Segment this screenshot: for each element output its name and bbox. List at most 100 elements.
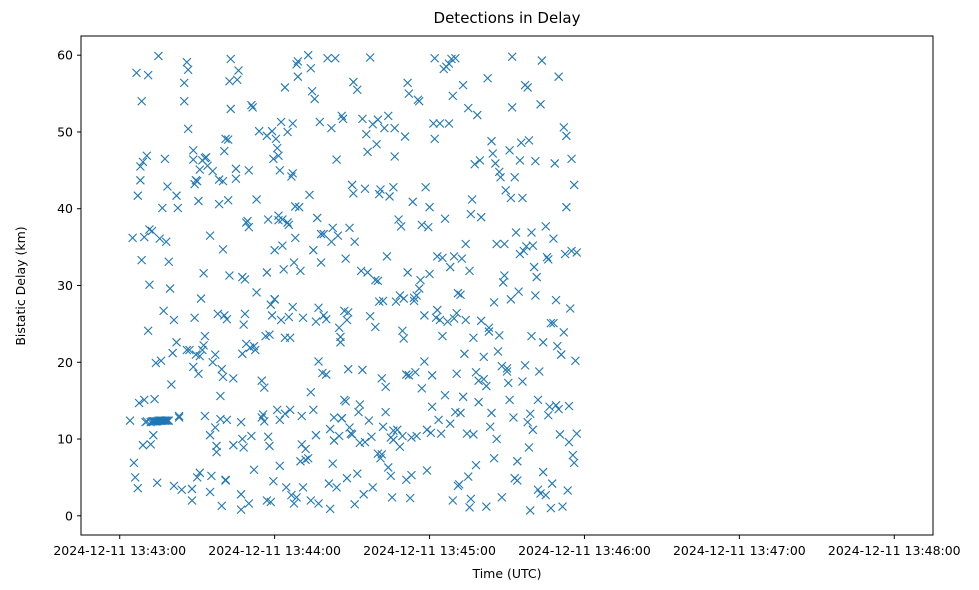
data-point xyxy=(412,291,422,300)
data-point xyxy=(563,486,573,495)
data-point xyxy=(564,437,574,447)
data-point xyxy=(445,419,455,429)
data-point xyxy=(275,415,285,425)
data-point xyxy=(373,115,383,125)
data-point xyxy=(383,111,393,121)
data-point xyxy=(399,294,409,303)
data-point xyxy=(350,499,360,509)
data-point xyxy=(164,416,174,426)
data-point xyxy=(283,218,292,227)
data-point xyxy=(270,245,280,255)
data-point xyxy=(188,145,198,155)
data-point xyxy=(160,154,170,164)
data-point xyxy=(423,222,433,232)
data-point xyxy=(494,331,504,340)
data-point xyxy=(244,499,254,508)
data-point xyxy=(410,367,420,377)
data-point xyxy=(425,202,434,212)
data-point xyxy=(569,180,579,190)
data-point xyxy=(525,506,535,515)
data-point xyxy=(395,291,405,300)
data-point xyxy=(445,262,455,272)
data-point xyxy=(244,222,254,232)
data-point xyxy=(187,496,197,505)
data-point xyxy=(275,461,285,471)
x-tick-label: 2024-12-11 13:45:00 xyxy=(363,543,496,558)
data-point xyxy=(297,411,307,421)
data-point xyxy=(483,73,493,83)
data-point xyxy=(244,165,254,175)
data-point xyxy=(218,372,228,382)
data-point xyxy=(456,408,465,418)
data-point xyxy=(385,192,394,201)
data-point xyxy=(359,489,369,499)
data-point xyxy=(463,472,473,482)
data-point xyxy=(405,493,415,503)
data-point xyxy=(259,383,269,392)
data-point xyxy=(514,287,524,297)
data-point xyxy=(370,322,380,332)
data-point xyxy=(466,209,476,219)
data-point xyxy=(284,220,294,230)
data-point xyxy=(422,425,432,435)
data-point xyxy=(294,202,304,212)
data-point xyxy=(148,430,158,440)
data-point xyxy=(466,494,476,504)
data-point xyxy=(512,456,522,466)
data-point xyxy=(252,195,261,204)
data-point xyxy=(210,350,220,359)
data-point xyxy=(277,215,287,224)
data-point xyxy=(350,237,360,247)
data-point xyxy=(536,99,545,109)
data-point xyxy=(341,397,351,406)
data-point xyxy=(319,311,329,320)
data-point xyxy=(536,489,545,498)
data-point xyxy=(240,274,250,284)
data-point xyxy=(234,66,243,75)
data-point xyxy=(382,251,392,261)
data-point xyxy=(247,100,256,110)
x-tick-label: 2024-12-11 13:47:00 xyxy=(673,543,806,558)
data-point xyxy=(275,165,285,175)
data-point xyxy=(467,195,477,204)
data-point xyxy=(216,391,225,401)
data-point xyxy=(276,315,286,325)
data-point xyxy=(200,411,210,421)
data-point xyxy=(474,376,483,386)
data-point xyxy=(323,53,332,63)
data-point xyxy=(507,103,517,112)
data-point xyxy=(419,357,429,366)
data-point xyxy=(496,172,505,182)
data-point xyxy=(274,151,283,161)
data-point xyxy=(267,311,277,320)
data-point xyxy=(444,119,454,128)
data-point xyxy=(338,114,348,124)
data-point xyxy=(196,294,206,303)
data-point xyxy=(329,413,339,422)
data-point xyxy=(390,123,400,133)
data-point xyxy=(549,318,558,328)
data-point xyxy=(129,458,139,468)
data-point xyxy=(195,468,205,478)
data-point xyxy=(457,254,467,264)
data-point xyxy=(174,411,184,421)
data-point xyxy=(370,275,380,285)
data-point xyxy=(208,357,218,367)
data-point xyxy=(325,424,335,434)
data-point xyxy=(458,392,468,402)
data-point xyxy=(552,341,562,351)
data-point xyxy=(137,255,147,265)
data-point xyxy=(551,400,561,410)
data-point xyxy=(381,407,391,417)
data-point xyxy=(254,126,264,136)
data-point xyxy=(571,356,580,366)
data-point xyxy=(378,296,388,306)
data-point xyxy=(187,484,197,494)
data-point xyxy=(427,370,437,380)
data-point xyxy=(549,234,558,244)
data-point xyxy=(268,476,278,486)
y-tick-label: 50 xyxy=(57,124,73,139)
data-point xyxy=(421,182,431,192)
data-point xyxy=(306,63,316,73)
data-point xyxy=(177,485,187,495)
